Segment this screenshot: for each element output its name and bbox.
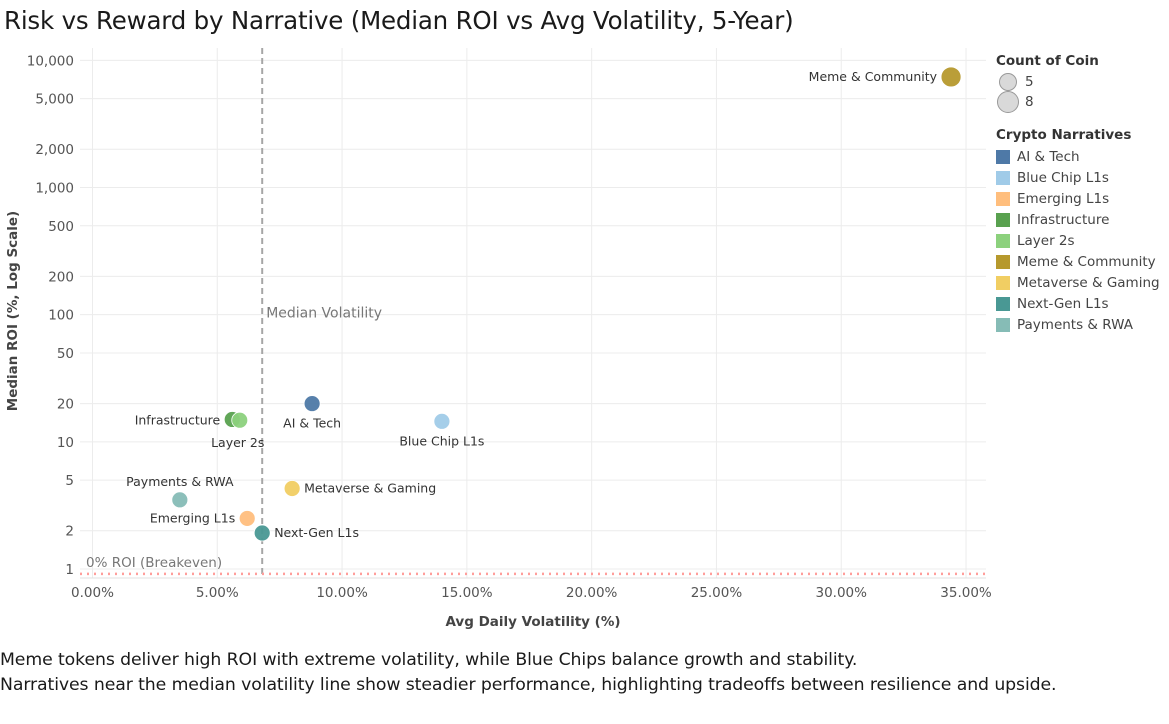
reference-lines: Median Volatility 0% ROI (Breakeven) xyxy=(80,48,986,578)
point-layer-2s[interactable] xyxy=(231,411,249,429)
breakeven-label: 0% ROI (Breakeven) xyxy=(86,555,222,571)
point-metaverse-gaming[interactable] xyxy=(283,480,301,497)
caption-line-1: Meme tokens deliver high ROI with extrem… xyxy=(0,650,858,670)
y-tick-label: 1 xyxy=(65,562,74,578)
x-tick-label: 15.00% xyxy=(441,585,493,601)
point-next-gen-l1s[interactable] xyxy=(253,524,271,542)
color-legend-item[interactable]: Metaverse & Gaming xyxy=(996,272,1160,293)
y-tick-label: 2,000 xyxy=(35,142,74,158)
chart-caption: Meme tokens deliver high ROI with extrem… xyxy=(0,648,1160,698)
median-volatility-label: Median Volatility xyxy=(266,306,382,322)
point-label: AI & Tech xyxy=(283,416,341,431)
size-legend-title: Count of Coin xyxy=(996,53,1099,69)
point-label: Layer 2s xyxy=(211,435,264,450)
color-legend-label: Infrastructure xyxy=(1017,211,1110,228)
point-label: Meme & Community xyxy=(809,69,938,84)
color-legend-item[interactable]: AI & Tech xyxy=(996,146,1160,167)
color-swatch xyxy=(996,233,1010,248)
color-legend-label: Payments & RWA xyxy=(1017,316,1133,333)
x-tick-label: 10.00% xyxy=(316,585,368,601)
x-tick-label: 25.00% xyxy=(691,585,743,601)
y-tick-label: 200 xyxy=(48,269,74,285)
color-legend-label: Blue Chip L1s xyxy=(1017,169,1109,186)
size-legend-item: 5 xyxy=(996,72,1099,92)
size-legend-circle xyxy=(997,91,1019,113)
color-legend-label: Meme & Community xyxy=(1017,253,1156,270)
x-tick-label: 35.00% xyxy=(940,585,992,601)
size-legend-label: 5 xyxy=(1025,74,1034,90)
y-tick-label: 2 xyxy=(65,524,74,540)
point-payments-rwa[interactable] xyxy=(171,491,189,509)
y-axis-title: Median ROI (%, Log Scale) xyxy=(5,211,21,411)
x-tick-label: 5.00% xyxy=(196,585,239,601)
y-tick-label: 1,000 xyxy=(35,180,74,196)
color-swatch xyxy=(996,254,1010,269)
color-legend-item[interactable]: Infrastructure xyxy=(996,209,1160,230)
point-label: Blue Chip L1s xyxy=(399,433,484,448)
color-swatch xyxy=(996,149,1010,164)
color-legend-item[interactable]: Next-Gen L1s xyxy=(996,293,1160,314)
point-label: Next-Gen L1s xyxy=(274,525,359,540)
point-label: Payments & RWA xyxy=(126,474,234,489)
point-label: Emerging L1s xyxy=(150,510,235,525)
x-tick-label: 20.00% xyxy=(566,585,618,601)
x-tick-label: 30.00% xyxy=(815,585,867,601)
color-legend-label: Next-Gen L1s xyxy=(1017,295,1109,312)
y-tick-label: 10 xyxy=(57,435,74,451)
y-tick-label: 10,000 xyxy=(27,53,74,69)
color-legend-item[interactable]: Meme & Community xyxy=(996,251,1160,272)
y-tick-label: 50 xyxy=(57,346,74,362)
size-legend-circle xyxy=(999,73,1017,91)
color-legend-label: Metaverse & Gaming xyxy=(1017,274,1160,291)
size-legend-label: 8 xyxy=(1025,94,1034,110)
point-label: Infrastructure xyxy=(135,412,221,427)
grid-layer xyxy=(80,48,986,578)
color-legend-item[interactable]: Payments & RWA xyxy=(996,314,1160,335)
point-labels: AI & Tech Blue Chip L1s Emerging L1s Infras… xyxy=(126,69,937,540)
size-legend: Count of Coin 5 8 xyxy=(996,53,1099,113)
point-emerging-l1s[interactable] xyxy=(238,510,256,527)
y-tick-label: 100 xyxy=(48,308,74,324)
y-tick-label: 20 xyxy=(57,397,74,413)
chart-title: Risk vs Reward by Narrative (Median ROI … xyxy=(4,6,794,35)
color-legend-item[interactable]: Blue Chip L1s xyxy=(996,167,1160,188)
color-swatch xyxy=(996,296,1010,311)
y-tick-label: 5 xyxy=(65,473,74,489)
color-legend-item[interactable]: Layer 2s xyxy=(996,230,1160,251)
x-tick-label: 0.00% xyxy=(71,585,114,601)
y-tick-label: 5,000 xyxy=(35,92,74,108)
point-meme-community[interactable] xyxy=(940,66,962,88)
color-swatch xyxy=(996,170,1010,185)
point-label: Metaverse & Gaming xyxy=(304,480,436,495)
point-ai-tech[interactable] xyxy=(303,395,321,412)
scatter-plot: Median Volatility 0% ROI (Breakeven) 0.00… xyxy=(5,48,992,630)
color-legend-label: Emerging L1s xyxy=(1017,190,1110,207)
y-tick-label: 500 xyxy=(48,219,74,235)
color-swatch xyxy=(996,191,1010,206)
color-swatch xyxy=(996,317,1010,332)
color-legend: Crypto Narratives AI & Tech Blue Chip L1s… xyxy=(996,127,1160,335)
color-swatch xyxy=(996,212,1010,227)
x-axis-title: Avg Daily Volatility (%) xyxy=(445,614,620,630)
data-points xyxy=(171,66,962,542)
color-legend-item[interactable]: Emerging L1s xyxy=(996,188,1160,209)
caption-line-2: Narratives near the median volatility li… xyxy=(0,675,1057,695)
color-swatch xyxy=(996,275,1010,290)
color-legend-label: Layer 2s xyxy=(1017,232,1075,249)
point-blue-chip-l1s[interactable] xyxy=(433,412,451,430)
size-legend-item: 8 xyxy=(996,91,1099,113)
axes: 0.00% 5.00% 10.00% 15.00% 20.00% 25.00% 30.00%… xyxy=(27,53,992,601)
color-legend-label: AI & Tech xyxy=(1017,148,1080,165)
color-legend-title: Crypto Narratives xyxy=(996,127,1132,143)
